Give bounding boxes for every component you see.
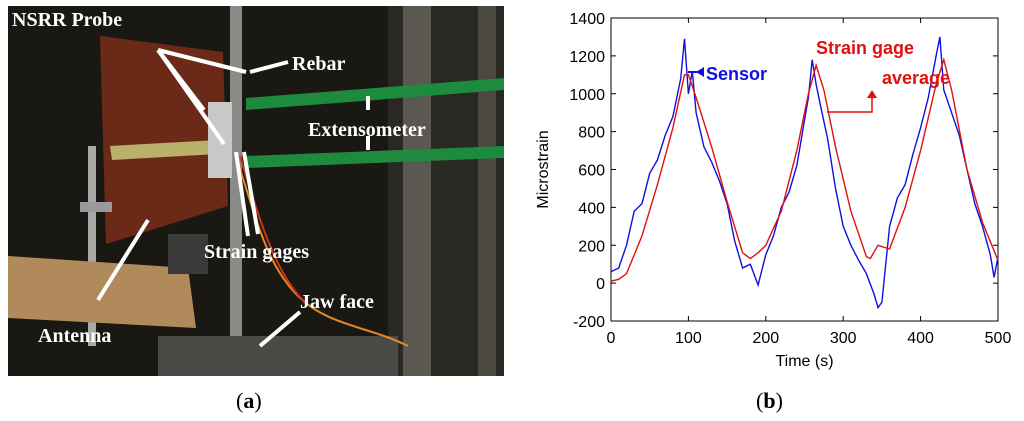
sensor-series-line [610,36,999,310]
label-rebar: Rebar [292,53,345,75]
annotation-average: average [882,68,950,88]
y-tick-label: 200 [578,238,605,255]
caption-b-letter: b [763,388,776,413]
caption-a: (a) [236,388,262,413]
strain-chart: 0 100 200 300 400 500-20002004006008001000120… [535,11,1012,370]
x-tick-label: 100 [675,330,702,347]
y-tick-label: 1400 [569,11,605,28]
label-strain-gages: Strain gages [204,241,309,263]
label-nsrr-probe: NSRR Probe [12,9,122,31]
annotation-strain-gage-arrowhead [867,90,877,98]
caption-b: (b) [756,388,783,413]
label-jaw-face: Jaw face [300,291,374,313]
x-tick-label: 200 [752,330,779,347]
y-tick-label: 600 [578,163,605,180]
x-tick-label: 300 [830,330,857,347]
rebar [230,6,242,376]
nsrr-probe-board [100,36,228,244]
background-threaded-rod [403,6,431,376]
setup-photo-labels: NSRR Probe Rebar Extensometer Strain gag… [12,9,426,347]
y-tick-label: 1000 [569,87,605,104]
setup-photo: NSRR Probe Rebar Extensometer Strain gag… [8,6,504,376]
extensometer-upper-arm [246,78,504,110]
y-tick-label: 0 [596,276,605,293]
label-extensometer: Extensometer [308,119,426,141]
setup-photo-drawing [8,6,504,376]
extensometer-lower-arm [246,146,504,168]
jaw-base [158,336,398,376]
x-tick-label: 400 [907,330,934,347]
annotation-strain-gage: Strain gage [816,38,914,58]
y-axis-label: Microstrain [535,130,552,208]
annotation-sensor: Sensor [706,64,767,84]
annotation-strain-gage-connector [827,96,873,113]
antenna-post [88,146,96,346]
annotation-sensor-arrowhead [696,67,704,77]
x-tick-label: 0 [607,330,616,347]
plot-frame [610,17,999,322]
y-tick-label: 1200 [569,49,605,66]
y-tick-label: -200 [573,314,605,331]
y-tick-label: 400 [578,200,605,217]
y-tick-label: 800 [578,125,605,142]
probe-arrow-2 [157,48,247,74]
x-axis-label: Time (s) [775,353,833,370]
strain-gage-series-line [610,57,999,282]
caption-a-letter: a [243,388,255,413]
x-tick-label: 500 [985,330,1012,347]
label-antenna: Antenna [38,325,111,347]
annotation-arrows [96,48,370,348]
